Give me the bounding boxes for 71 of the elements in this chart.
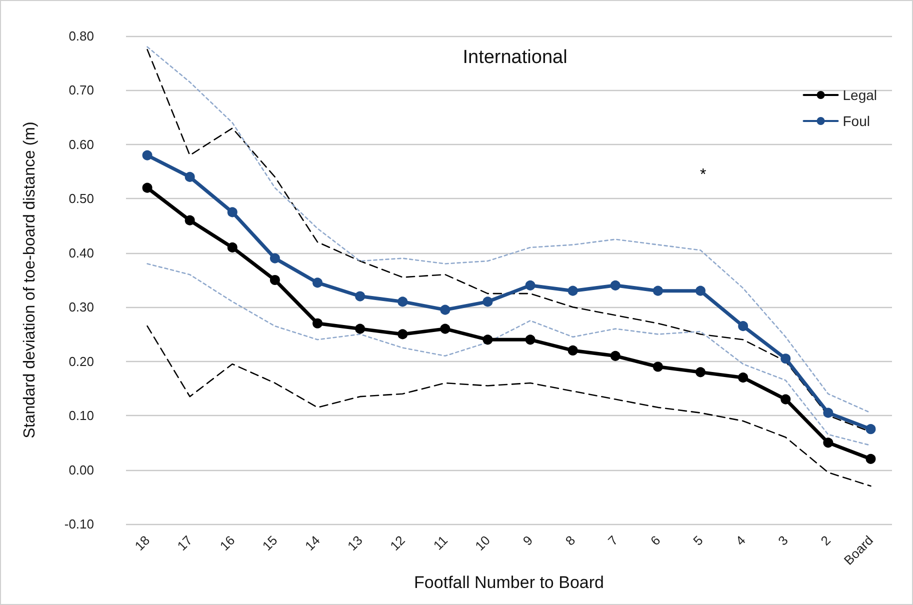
y-tick-label: 0.40 bbox=[68, 245, 94, 260]
x-tick-label: 17 bbox=[174, 532, 196, 554]
point bbox=[440, 324, 450, 334]
line-series bbox=[146, 263, 872, 446]
point bbox=[525, 334, 536, 345]
y-tick-label: 0.30 bbox=[68, 300, 94, 315]
point bbox=[270, 275, 280, 285]
x-tick-label: 2 bbox=[818, 532, 834, 548]
point bbox=[780, 354, 791, 364]
y-tick-label: 0.70 bbox=[68, 82, 94, 98]
point bbox=[568, 286, 578, 296]
point bbox=[823, 438, 834, 448]
y-tick-label: 0.80 bbox=[68, 28, 94, 44]
x-tick-label: 10 bbox=[472, 532, 494, 554]
x-tick-label: 15 bbox=[259, 532, 280, 554]
point bbox=[866, 454, 876, 464]
point bbox=[738, 372, 748, 383]
annotation: * bbox=[700, 166, 706, 184]
point bbox=[482, 296, 493, 307]
x-tick-label: 6 bbox=[648, 532, 664, 548]
x-tick-label: 11 bbox=[430, 532, 450, 553]
x-tick-label: 4 bbox=[732, 532, 748, 548]
point bbox=[823, 408, 834, 418]
y-tick-label: 0.10 bbox=[68, 408, 94, 424]
point bbox=[696, 367, 706, 378]
point bbox=[355, 324, 366, 334]
x-tick-label: 7 bbox=[604, 532, 621, 548]
point bbox=[270, 253, 280, 264]
point bbox=[696, 286, 706, 296]
point bbox=[482, 334, 493, 345]
point bbox=[568, 345, 578, 356]
y-tick-label: 0.00 bbox=[68, 462, 94, 478]
point bbox=[312, 318, 322, 328]
x-tick-label: 9 bbox=[520, 532, 536, 548]
point bbox=[312, 278, 322, 288]
y-axis-title: Standard deviation of toe-board distance (m) bbox=[22, 122, 38, 438]
point bbox=[866, 424, 876, 434]
point bbox=[780, 394, 791, 404]
point bbox=[738, 321, 748, 332]
x-axis-title: Footfall Number to Board bbox=[414, 573, 604, 592]
point bbox=[610, 350, 620, 361]
y-tick-label: -0.10 bbox=[64, 516, 94, 532]
point bbox=[227, 242, 238, 252]
point bbox=[227, 207, 238, 218]
y-tick-label: 0.50 bbox=[68, 191, 94, 206]
point bbox=[184, 172, 195, 182]
x-tick-label: 3 bbox=[775, 532, 791, 548]
x-tick-label: 16 bbox=[216, 532, 238, 554]
x-tick-label: 18 bbox=[132, 532, 153, 554]
point bbox=[652, 362, 663, 372]
x-tick-label: 13 bbox=[344, 532, 366, 554]
y-tick-label: 0.60 bbox=[68, 136, 94, 152]
point bbox=[652, 286, 663, 296]
point bbox=[398, 329, 408, 340]
text: International bbox=[462, 47, 568, 68]
x-tick-label: 5 bbox=[690, 532, 706, 548]
point bbox=[142, 150, 152, 160]
y-tick-label: 0.20 bbox=[68, 354, 94, 369]
x-tick-label: 8 bbox=[562, 532, 578, 548]
x-tick-label: 14 bbox=[302, 532, 323, 554]
line-series bbox=[146, 325, 872, 487]
point bbox=[398, 296, 408, 307]
point bbox=[184, 215, 195, 226]
point bbox=[610, 280, 620, 290]
point bbox=[525, 280, 536, 290]
point bbox=[355, 291, 366, 302]
legend-label: Foul bbox=[842, 113, 870, 129]
x-tick-label: 12 bbox=[387, 532, 408, 554]
point bbox=[142, 182, 152, 193]
point bbox=[440, 304, 450, 315]
legend-label: Legal bbox=[842, 87, 878, 103]
